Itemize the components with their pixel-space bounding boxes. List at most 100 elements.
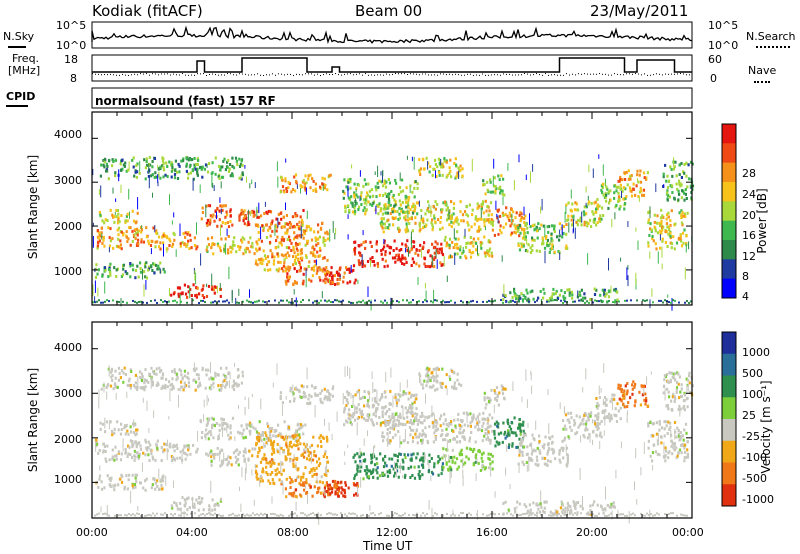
noise-streak <box>561 224 563 236</box>
data-cell <box>251 241 254 245</box>
data-cell <box>232 451 236 455</box>
data-cell <box>274 469 277 472</box>
data-cell <box>315 271 318 275</box>
data-cell <box>607 190 611 194</box>
data-cell <box>117 212 120 216</box>
data-cell <box>459 200 462 204</box>
data-cell <box>515 211 518 215</box>
data-cell <box>439 247 442 251</box>
data-cell <box>629 396 632 400</box>
data-cell <box>356 464 359 468</box>
data-cell <box>224 215 227 219</box>
data-cell <box>571 293 574 297</box>
data-cell <box>208 162 211 165</box>
data-cell <box>598 434 601 437</box>
data-cell <box>324 183 327 187</box>
noise-streak <box>250 210 252 217</box>
data-cell <box>459 418 462 422</box>
data-cell <box>171 245 174 248</box>
data-cell <box>183 445 186 449</box>
data-cell <box>257 215 261 219</box>
ground-scatter <box>662 301 664 304</box>
data-cell <box>339 266 342 270</box>
noise-streak <box>655 183 657 193</box>
data-cell <box>430 413 433 417</box>
data-cell <box>504 430 507 434</box>
data-cell <box>456 418 459 422</box>
ground-scatter <box>578 299 580 302</box>
data-cell <box>398 212 401 216</box>
data-cell <box>359 253 362 257</box>
data-cell <box>445 241 448 245</box>
data-cell <box>536 229 539 233</box>
data-cell <box>525 288 528 292</box>
data-cell <box>286 231 289 235</box>
data-cell <box>229 436 232 440</box>
noise-streak <box>673 157 675 167</box>
nave-point <box>293 74 294 76</box>
data-cell <box>171 168 174 172</box>
data-cell <box>299 493 302 497</box>
data-cell <box>509 427 513 431</box>
nave-point <box>593 73 594 75</box>
data-cell <box>284 265 287 269</box>
data-cell <box>468 248 471 252</box>
data-cell <box>98 210 101 214</box>
data-cell <box>541 456 544 460</box>
data-cell <box>442 201 445 205</box>
data-cell <box>185 156 188 160</box>
data-cell <box>317 237 320 241</box>
data-cell <box>272 449 275 453</box>
data-cell <box>457 222 460 226</box>
data-cell <box>400 248 403 251</box>
nave-point <box>206 74 207 76</box>
nave-point <box>323 74 324 76</box>
data-cell <box>289 440 292 444</box>
data-cell <box>263 453 266 457</box>
data-cell <box>683 459 686 463</box>
data-cell <box>285 477 288 481</box>
ground-scatter <box>318 301 320 304</box>
data-cell <box>437 455 440 459</box>
noise-streak <box>274 225 276 236</box>
nave-point <box>140 73 141 75</box>
cpid-strip-frame <box>91 87 693 109</box>
data-cell <box>215 503 218 506</box>
data-cell <box>240 238 243 242</box>
data-cell <box>224 422 227 425</box>
data-cell <box>654 450 658 454</box>
data-cell <box>109 485 112 488</box>
nave-point <box>338 74 339 76</box>
nave-point <box>623 74 624 76</box>
data-cell <box>353 249 356 253</box>
data-cell <box>487 239 490 243</box>
data-cell <box>489 240 492 244</box>
data-cell <box>434 367 437 371</box>
ground-scatter <box>406 299 408 302</box>
data-cell <box>347 204 350 208</box>
data-cell <box>401 254 404 258</box>
data-cell <box>308 393 311 397</box>
nsky-series-line <box>91 25 693 45</box>
data-cell <box>615 185 618 189</box>
noise-streak <box>334 233 336 240</box>
data-cell <box>669 234 672 238</box>
data-cell <box>135 480 138 484</box>
data-cell <box>409 404 412 407</box>
data-cell <box>270 458 273 462</box>
data-cell <box>382 472 385 476</box>
freq-strip-frame <box>91 54 693 82</box>
ground-scatter <box>482 300 484 303</box>
nave-point <box>680 73 681 75</box>
ground-scatter <box>256 300 258 303</box>
data-cell <box>119 243 122 247</box>
data-cell <box>297 439 300 442</box>
data-cell <box>222 159 225 163</box>
data-cell <box>541 239 544 243</box>
data-cell <box>115 215 118 219</box>
noise-streak <box>225 242 227 255</box>
data-cell <box>471 416 474 420</box>
data-cell <box>168 160 171 164</box>
noise-streak <box>526 238 528 245</box>
data-cell <box>437 460 440 464</box>
